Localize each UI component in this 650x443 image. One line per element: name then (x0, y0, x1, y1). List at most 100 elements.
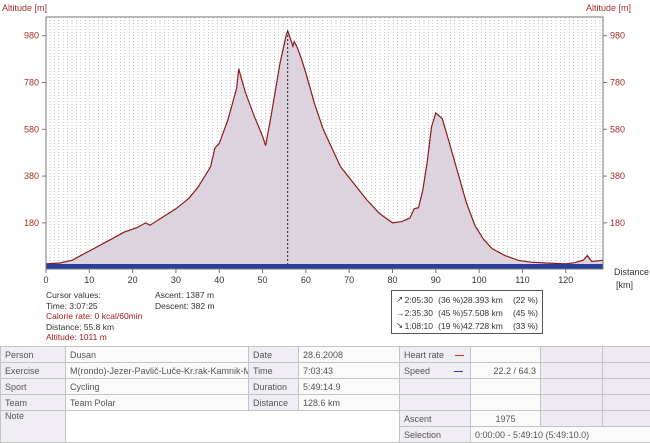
summary-row-up: ↗ 2:05:30 (36 %) 28.393 km (22 %) (396, 293, 538, 306)
y-tick-label-left: 380 (24, 171, 39, 181)
speed-text: Speed (404, 365, 431, 376)
x-tick-label: 110 (515, 275, 529, 285)
time-value[interactable]: 7:03:43 (298, 362, 400, 379)
exercise-value[interactable]: M(rondo)-Jezer-Pavlič-Luče-Kr.rak-Kamnik… (65, 362, 249, 379)
heart-rate-label: Heart rate (399, 346, 471, 363)
summary-distance: 42.728 km (463, 320, 503, 331)
speed-legend-icon (453, 370, 463, 372)
empty-extra-2 (602, 410, 650, 427)
duration-value[interactable]: 5:49:14.9 (298, 378, 400, 395)
note-label: Note (0, 410, 66, 443)
y-tick-label-left: 980 (24, 31, 39, 41)
total-ascent: Ascent: 1387 m (155, 290, 215, 300)
summary-time: 2:35:30 (404, 307, 433, 318)
empty-extra-2 (602, 378, 650, 395)
y-tick-label-right: 980 (610, 31, 625, 41)
speed-value: 22.2 / 64.3 (470, 362, 541, 379)
info-row-selection: Selection 0:00:00 - 5:49:10 (5:49:10.0) (1, 426, 650, 443)
y-axis-ticks: 180 180 380 380 580 580 780 780 980 980 (24, 31, 625, 228)
x-tick-label: 0 (43, 275, 48, 285)
empty-extra (540, 394, 603, 411)
speed-extra (540, 362, 603, 379)
y-tick-label-right: 380 (610, 171, 625, 181)
selection-value: 0:00:00 - 5:49:10 (5:49:10.0) (470, 426, 650, 443)
x-tick-label: 20 (128, 275, 138, 285)
cursor-time: Time: 3:07:25 (46, 300, 98, 311)
summary-row-flat: → 2:35:30 (45 %) 57.508 km (45 %) (396, 306, 538, 319)
summary-distance-pct: (45 %) (512, 307, 538, 318)
team-label: Team (0, 394, 66, 411)
summary-time-pct: (19 %) (438, 320, 464, 331)
cursor-distance: Distance: 55.8 km (46, 321, 115, 332)
speed-extra-2 (602, 362, 650, 379)
heart-rate-extra (540, 346, 603, 363)
empty-extra-2 (602, 394, 650, 411)
x-tick-label: 40 (214, 275, 224, 285)
empty-label (399, 378, 471, 395)
altitude-area (46, 31, 603, 269)
sport-value[interactable]: Cycling (65, 378, 249, 395)
summary-time-pct: (36 %) (438, 294, 464, 305)
plot-frame (45, 16, 604, 270)
distance-label: Distance (248, 394, 299, 411)
flat-arrow-icon: → (396, 307, 405, 318)
summary-time-pct: (45 %) (438, 307, 464, 318)
x-tick-label: 70 (344, 275, 354, 285)
empty-value (470, 394, 541, 411)
exercise-info-table: Person Dusan Date 28.6.2008 Heart rate E… (0, 346, 650, 443)
y-axis-label-right: Altitude [m] (586, 3, 631, 13)
duration-label: Duration (248, 378, 299, 395)
total-descent: Descent: 382 m (155, 300, 215, 311)
date-label: Date (248, 346, 299, 363)
selection-label: Selection (399, 426, 471, 443)
y-tick-label-left: 580 (24, 124, 39, 134)
down-arrow-icon: ↘ (396, 320, 404, 330)
info-row-note: Note Ascent 1975 (0, 410, 650, 443)
y-tick-label-right: 780 (610, 78, 625, 88)
summary-distance: 57.508 km (463, 307, 503, 318)
note-field[interactable] (65, 410, 400, 443)
x-axis-label: Distance (614, 267, 649, 277)
heart-rate-legend-icon (454, 354, 464, 356)
x-tick-label: 120 (558, 275, 573, 285)
heart-rate-value (470, 346, 541, 363)
summary-distance-pct: (22 %) (512, 294, 538, 305)
summary-distance: 28.393 km (463, 294, 503, 305)
summary-distance-pct: (33 %) (512, 320, 538, 331)
summary-row-down: ↘ 1:08:10 (19 %) 42.728 km (33 %) (396, 319, 538, 332)
person-value[interactable]: Dusan (65, 346, 249, 363)
distance-value[interactable]: 128.6 km (298, 394, 400, 411)
altitude-chart[interactable]: 180 180 380 380 580 580 780 780 980 980 0 10 20 30 40… (0, 0, 650, 290)
ascent-label: Ascent (399, 410, 471, 427)
time-label: Time (248, 362, 299, 379)
heart-rate-text: Heart rate (404, 349, 445, 360)
x-axis-ticks: 0 10 20 30 40 50 60 70 80 90 100 110 120 (43, 269, 573, 285)
heart-rate-extra-2 (602, 346, 650, 363)
cursor-values-header: Cursor values: (46, 290, 101, 300)
altitude-line (45, 29, 604, 265)
summary-time: 2:05:30 (404, 294, 433, 305)
y-tick-label-right: 180 (610, 218, 625, 228)
x-axis-unit: [km] (616, 280, 633, 290)
info-row-person: Person Dusan Date 28.6.2008 Heart rate (0, 346, 650, 363)
ascent-descent: Ascent: 1387 m Descent: 382 m (155, 290, 215, 311)
empty-label (399, 394, 471, 411)
team-value[interactable]: Team Polar (65, 394, 249, 411)
sport-label: Sport (0, 378, 66, 395)
up-arrow-icon: ↗ (396, 294, 404, 304)
y-tick-label-left: 180 (24, 218, 39, 228)
date-value[interactable]: 28.6.2008 (298, 346, 400, 363)
cursor-calorie: Calorie rate: 0 kcal/60min (46, 311, 143, 321)
x-tick-label: 90 (431, 275, 441, 285)
info-row-sport: Sport Cycling Duration 5:49:14.9 (0, 378, 650, 395)
person-label: Person (0, 346, 66, 363)
info-row-team: Team Team Polar Distance 128.6 km (0, 394, 650, 411)
x-tick-label: 60 (301, 275, 311, 285)
summary-time: 1:08:10 (404, 320, 433, 331)
ascent-value: 1975 (470, 410, 541, 427)
empty-extra (540, 378, 603, 395)
x-tick-label: 100 (472, 275, 487, 285)
speed-bar (46, 264, 603, 269)
cursor-values: Cursor values: Time: 3:07:25 Calorie rat… (46, 290, 142, 343)
x-tick-label: 10 (84, 275, 94, 285)
